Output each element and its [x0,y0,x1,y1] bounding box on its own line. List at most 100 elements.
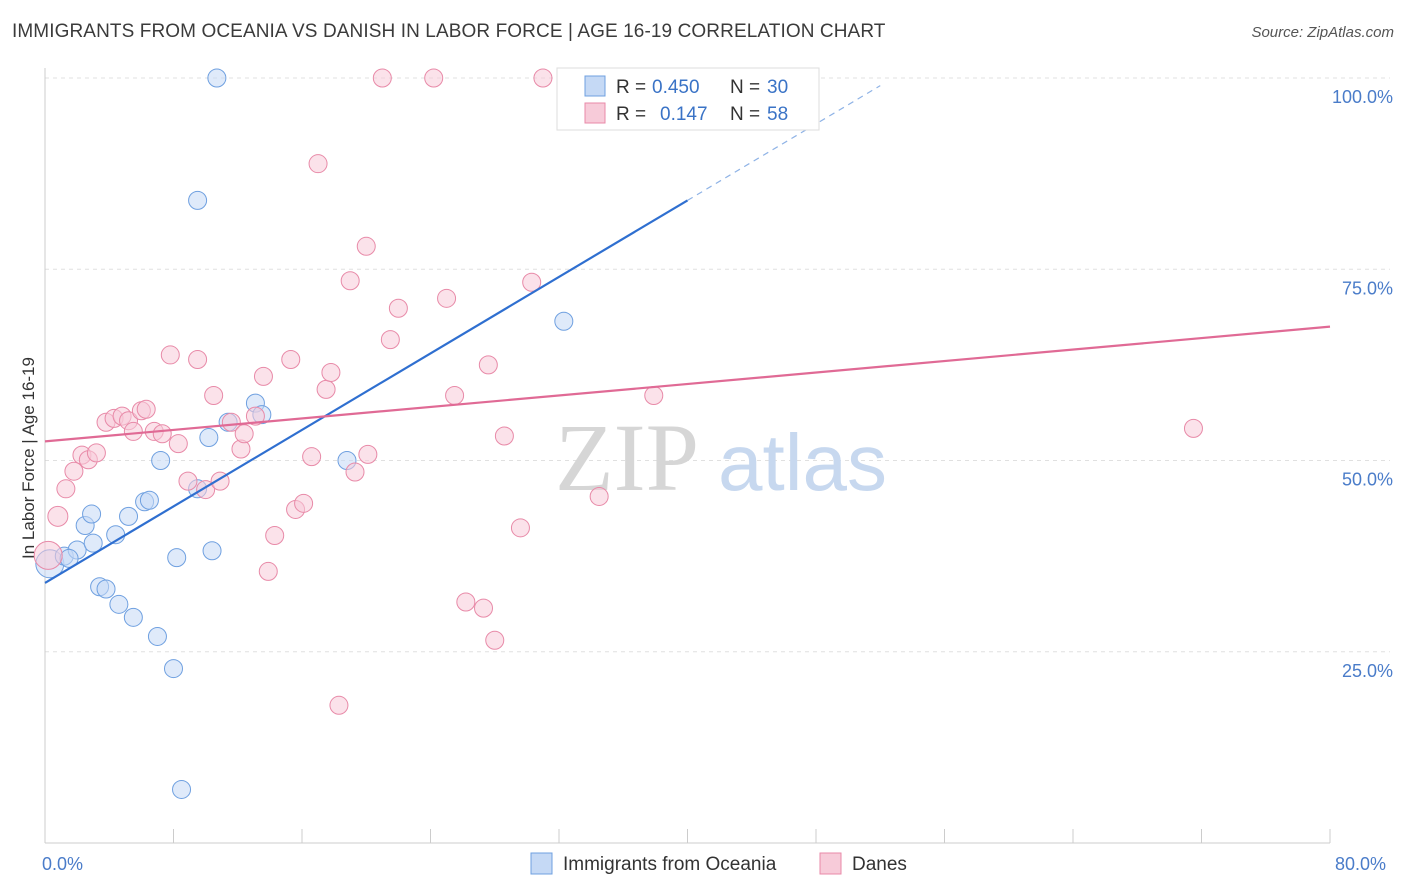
y-tick-label: 75.0% [1342,278,1393,298]
correlation-legend: R = 0.450 N = 30 R = 0.147 N = 58 [556,67,820,131]
danes-point [356,236,376,256]
oceania-point [188,190,208,210]
oceania-point [109,594,129,614]
y-axis-title: In Labor Force | Age 16-19 [19,357,38,559]
oceania-trend-extension [687,85,881,201]
danes-point [533,68,553,88]
danes-point [245,406,265,426]
danes-point [302,447,322,467]
danes-point [47,505,69,527]
danes-point [231,439,251,459]
danes-point [456,592,476,612]
legend-r-value-danes: 0.147 [660,104,708,125]
legend-r-label-danes: R = [616,104,646,125]
legend-swatch-danes [584,102,606,124]
series-danes-points [33,68,1203,715]
danes-point [445,385,465,405]
legend-r-label-oceania: R = [616,77,646,98]
danes-point [86,443,106,463]
danes-point [1183,418,1203,438]
danes-point [474,598,494,618]
danes-point [152,424,172,444]
x-axis-tick-labels: 0.0% 80.0% [42,854,1386,874]
oceania-trend-line [44,199,689,584]
danes-point [340,271,360,291]
danes-point [424,68,444,88]
chart-title: IMMIGRANTS FROM OCEANIA VS DANISH IN LAB… [12,21,886,42]
trend-lines [44,85,1331,584]
gridlines [45,77,1390,653]
oceania-point [96,579,116,599]
legend-r-value-oceania: 0.450 [652,77,700,98]
oceania-point [164,659,183,679]
oceania-point [83,533,103,553]
danes-point [321,363,341,383]
danes-point [188,350,208,370]
source-credit: Source: ZipAtlas.com [1251,24,1394,41]
danes-point [494,426,514,446]
danes-point [123,421,143,441]
danes-point [265,525,285,545]
bottom-legend-swatch-oceania [530,852,553,875]
danes-point [388,298,408,318]
danes-point [358,444,378,464]
danes-point [380,330,400,350]
danes-point [510,518,530,538]
danes-point [345,462,365,482]
danes-point [478,355,498,375]
danes-point [64,461,84,481]
oceania-point [199,428,219,448]
oceania-point [167,548,187,568]
axes [44,68,1331,844]
danes-point [253,366,273,386]
legend-swatch-oceania [584,75,606,97]
danes-point [329,695,349,715]
legend-n-value-oceania: 30 [767,77,788,98]
oceania-point [554,311,574,331]
danes-point [136,399,156,419]
danes-point [281,350,301,370]
y-tick-label: 50.0% [1342,470,1393,490]
y-tick-label: 100.0% [1332,87,1393,107]
x-tick-label-max: 80.0% [1335,854,1386,874]
danes-point [522,272,542,292]
oceania-point [147,626,167,646]
watermark: ZIP atlas [555,404,887,511]
oceania-point [151,451,171,470]
bottom-legend-label-oceania: Immigrants from Oceania [563,854,777,875]
danes-point [308,154,328,174]
x-tick-label-min: 0.0% [42,854,83,874]
watermark-atlas: atlas [718,418,887,507]
danes-point [485,630,505,650]
y-tick-label: 25.0% [1342,661,1393,681]
danes-point [56,479,76,499]
danes-point [294,493,314,513]
danes-point [204,385,224,405]
danes-point [589,486,609,506]
danes-point [644,385,664,405]
bottom-legend-swatch-danes [819,852,842,875]
legend-n-value-danes: 58 [767,104,788,125]
bottom-legend-label-danes: Danes [852,854,907,875]
legend-n-label-danes: N = [730,104,760,125]
danes-trend-line [44,325,1331,443]
oceania-point [123,607,143,627]
danes-point [258,561,278,581]
danes-point [168,434,188,454]
oceania-point [207,68,227,88]
danes-point [234,424,254,444]
danes-point [33,540,63,570]
danes-point [160,345,180,365]
danes-point [372,68,392,88]
series-legend: Immigrants from Oceania Danes [530,852,907,875]
watermark-zip: ZIP [555,404,699,511]
legend-n-label-oceania: N = [730,77,760,98]
oceania-point [139,490,159,510]
oceania-point [172,779,192,799]
danes-point [316,379,336,399]
danes-point [437,288,457,308]
series-oceania-points [35,68,574,799]
danes-point [178,471,198,491]
y-axis-tick-labels: 25.0% 50.0% 75.0% 100.0% [1332,87,1393,681]
